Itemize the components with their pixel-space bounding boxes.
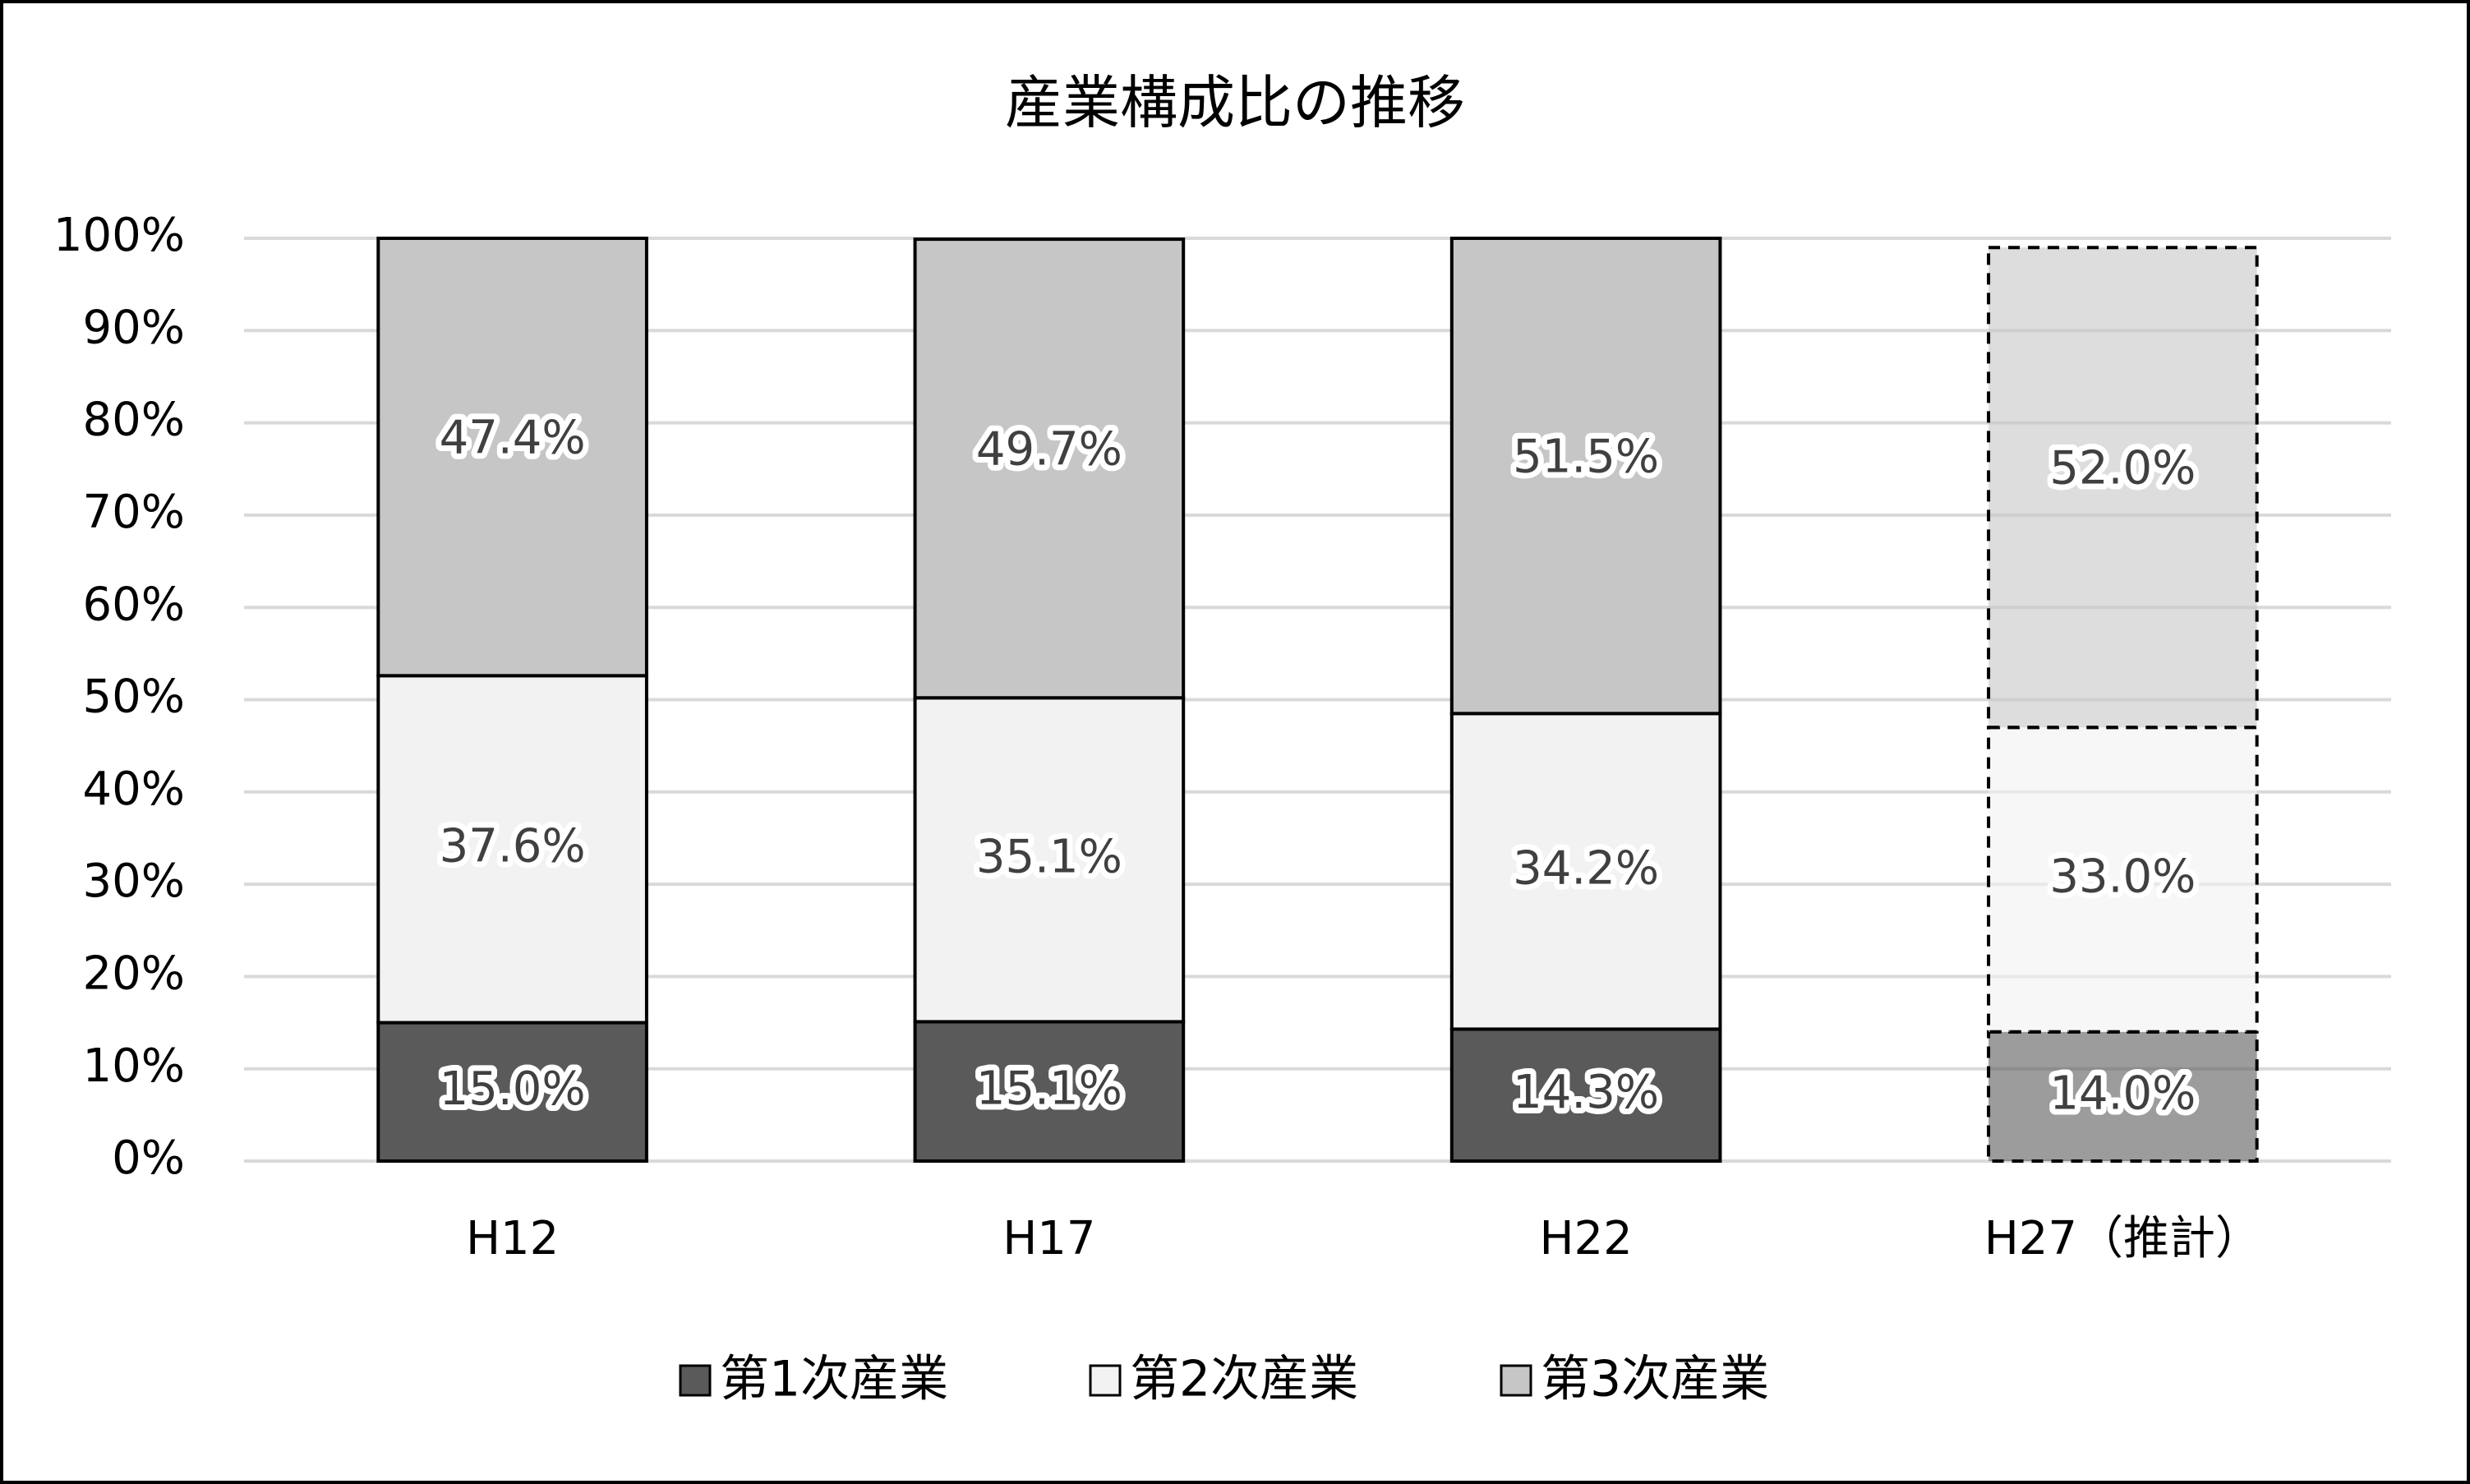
value-label: 35.1% bbox=[976, 830, 1122, 883]
bar-segment bbox=[913, 237, 1186, 700]
y-tick-label: 20% bbox=[83, 947, 185, 1001]
bar-segment bbox=[913, 1020, 1186, 1163]
value-label: 14.0% bbox=[2049, 1067, 2196, 1121]
x-tick-label: H12 bbox=[466, 1212, 559, 1265]
bar-segment bbox=[376, 1021, 648, 1164]
bar-segment bbox=[1449, 712, 1722, 1031]
chart-title: 産業構成比の推移 bbox=[1005, 69, 1465, 136]
y-tick-label: 30% bbox=[83, 855, 185, 908]
x-tick-label: H27（推計） bbox=[1984, 1212, 2261, 1265]
y-tick-label: 80% bbox=[83, 394, 185, 447]
y-tick-label: 0% bbox=[112, 1131, 185, 1185]
bar-segment bbox=[376, 237, 648, 678]
y-tick-label: 90% bbox=[83, 301, 185, 354]
y-tick-label: 70% bbox=[83, 486, 185, 539]
legend-swatch bbox=[1500, 1364, 1532, 1397]
y-tick-label: 100% bbox=[53, 209, 185, 262]
legend-swatch bbox=[679, 1364, 712, 1397]
value-label: 34.2% bbox=[1513, 842, 1659, 896]
value-label: 49.7% bbox=[976, 422, 1122, 476]
y-tick-label: 10% bbox=[83, 1039, 185, 1093]
value-label: 51.5% bbox=[1513, 430, 1659, 483]
legend-label: 第3次産業 bbox=[1541, 1351, 1769, 1408]
value-label: 14.3% bbox=[1513, 1066, 1659, 1119]
value-label: 33.0% bbox=[2049, 850, 2196, 904]
legend-label: 第1次産業 bbox=[720, 1351, 948, 1408]
x-tick-label: H22 bbox=[1539, 1212, 1632, 1265]
value-label: 37.6% bbox=[440, 820, 586, 873]
bar-segment bbox=[376, 674, 648, 1025]
value-label: 47.4% bbox=[440, 411, 586, 464]
x-tick-label: H17 bbox=[1002, 1212, 1095, 1265]
legend-swatch bbox=[1089, 1364, 1122, 1397]
y-tick-label: 60% bbox=[83, 578, 185, 631]
y-tick-label: 40% bbox=[83, 763, 185, 816]
bar-segment bbox=[1987, 246, 2259, 730]
bar-segment bbox=[1449, 237, 1722, 716]
value-label: 15.1% bbox=[976, 1062, 1122, 1115]
bar-segment bbox=[1987, 726, 2259, 1034]
y-tick-label: 50% bbox=[83, 671, 185, 724]
legend-label: 第2次産業 bbox=[1130, 1351, 1358, 1408]
value-label: 15.0% bbox=[440, 1062, 586, 1116]
bar-segment bbox=[1987, 1030, 2259, 1164]
value-label: 52.0% bbox=[2049, 441, 2196, 495]
